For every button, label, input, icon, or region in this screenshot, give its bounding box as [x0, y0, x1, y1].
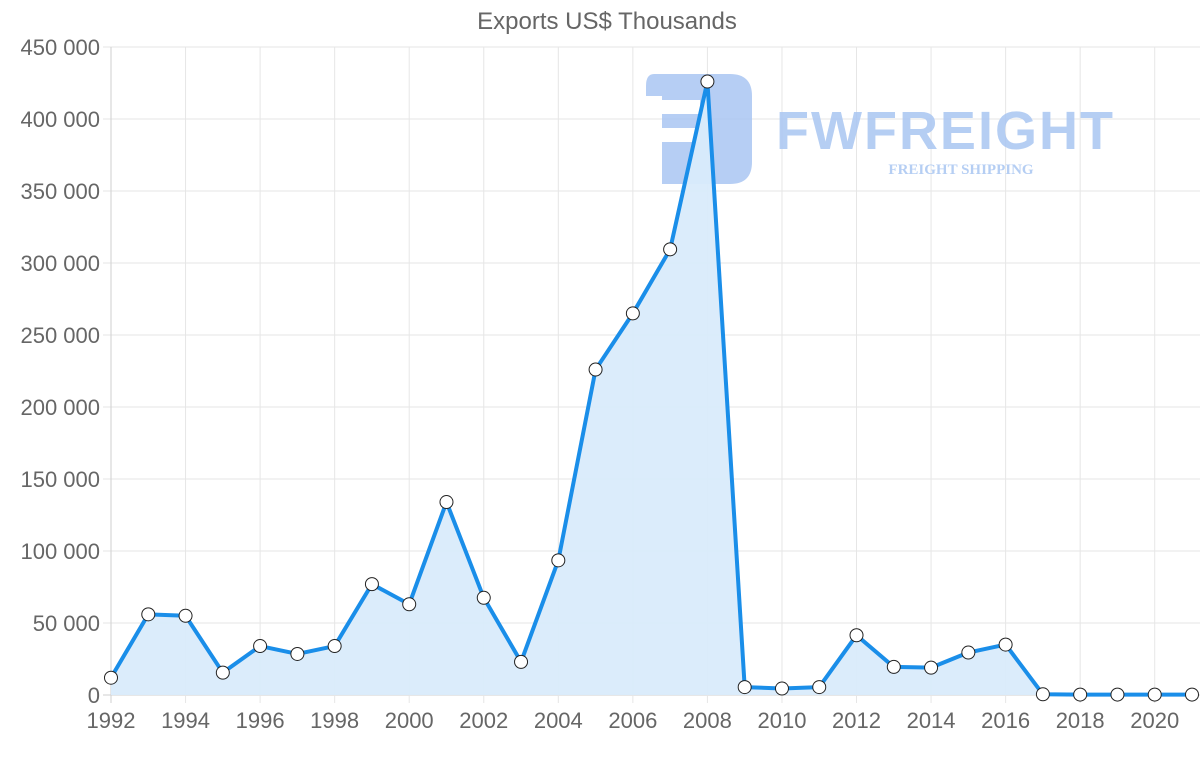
- data-point: [178, 608, 193, 623]
- data-point: [439, 495, 454, 510]
- x-axis-labels: 1992 1994 1996 1998 2000 2002 2004 2006 2008 2010…: [87, 708, 1180, 733]
- x-tick-label: 2018: [1056, 708, 1105, 733]
- watermark-tagline: FREIGHT SHIPPING: [888, 162, 1033, 178]
- chart-title: Exports US$ Thousands: [477, 8, 737, 35]
- data-point: [253, 639, 268, 654]
- watermark-logo: FWFREIGHT FREIGHT SHIPPING: [646, 74, 1115, 184]
- data-point: [700, 74, 715, 89]
- y-tick-label: 450 000: [20, 35, 100, 60]
- data-point: [215, 665, 230, 680]
- data-points: [104, 74, 1199, 702]
- y-tick-label: 250 000: [20, 323, 100, 348]
- data-point: [1073, 687, 1088, 702]
- y-tick-label: 200 000: [20, 395, 100, 420]
- x-tick-label: 2008: [683, 708, 732, 733]
- data-point: [924, 660, 939, 675]
- data-point: [514, 654, 529, 669]
- area-fill: [111, 81, 1192, 695]
- data-point: [1110, 687, 1125, 702]
- data-point: [364, 577, 379, 592]
- x-tick-label: 2000: [385, 708, 434, 733]
- data-point: [402, 597, 417, 612]
- data-point: [1185, 687, 1199, 702]
- x-tick-label: 2010: [757, 708, 806, 733]
- data-point: [551, 553, 566, 568]
- x-tick-label: 1998: [310, 708, 359, 733]
- x-tick-label: 2012: [832, 708, 881, 733]
- x-tick-label: 2020: [1130, 708, 1179, 733]
- data-point: [141, 607, 156, 622]
- data-point: [1147, 687, 1162, 702]
- y-axis-labels: 0 50 000 100 000 150 000 200 000 250 000 300 0…: [20, 35, 100, 708]
- data-point: [1035, 687, 1050, 702]
- data-point: [625, 306, 640, 321]
- x-tick-label: 2002: [459, 708, 508, 733]
- x-tick-label: 1996: [236, 708, 285, 733]
- x-tick-label: 2016: [981, 708, 1030, 733]
- data-point: [849, 628, 864, 643]
- x-tick-label: 1994: [161, 708, 210, 733]
- data-point: [886, 659, 901, 674]
- grid-lines: [103, 46, 1200, 703]
- data-point: [476, 590, 491, 605]
- watermark-brand: FWFREIGHT: [776, 101, 1115, 161]
- data-point: [663, 242, 678, 257]
- x-tick-label: 2014: [907, 708, 956, 733]
- data-point: [104, 670, 118, 685]
- y-tick-label: 100 000: [20, 539, 100, 564]
- x-tick-label: 2004: [534, 708, 583, 733]
- y-tick-label: 300 000: [20, 251, 100, 276]
- x-tick-label: 1992: [87, 708, 136, 733]
- x-tick-label: 2006: [608, 708, 657, 733]
- data-point: [774, 681, 789, 696]
- data-point: [998, 637, 1013, 652]
- data-point: [290, 646, 305, 661]
- data-point: [812, 680, 827, 695]
- y-tick-label: 400 000: [20, 107, 100, 132]
- y-tick-label: 50 000: [33, 611, 100, 636]
- y-tick-label: 150 000: [20, 467, 100, 492]
- data-point: [327, 639, 342, 654]
- data-point: [588, 362, 603, 377]
- logo-icon: [646, 74, 752, 184]
- data-point: [737, 680, 752, 695]
- data-point: [961, 645, 976, 660]
- y-tick-label: 350 000: [20, 179, 100, 204]
- y-tick-label: 0: [88, 683, 100, 708]
